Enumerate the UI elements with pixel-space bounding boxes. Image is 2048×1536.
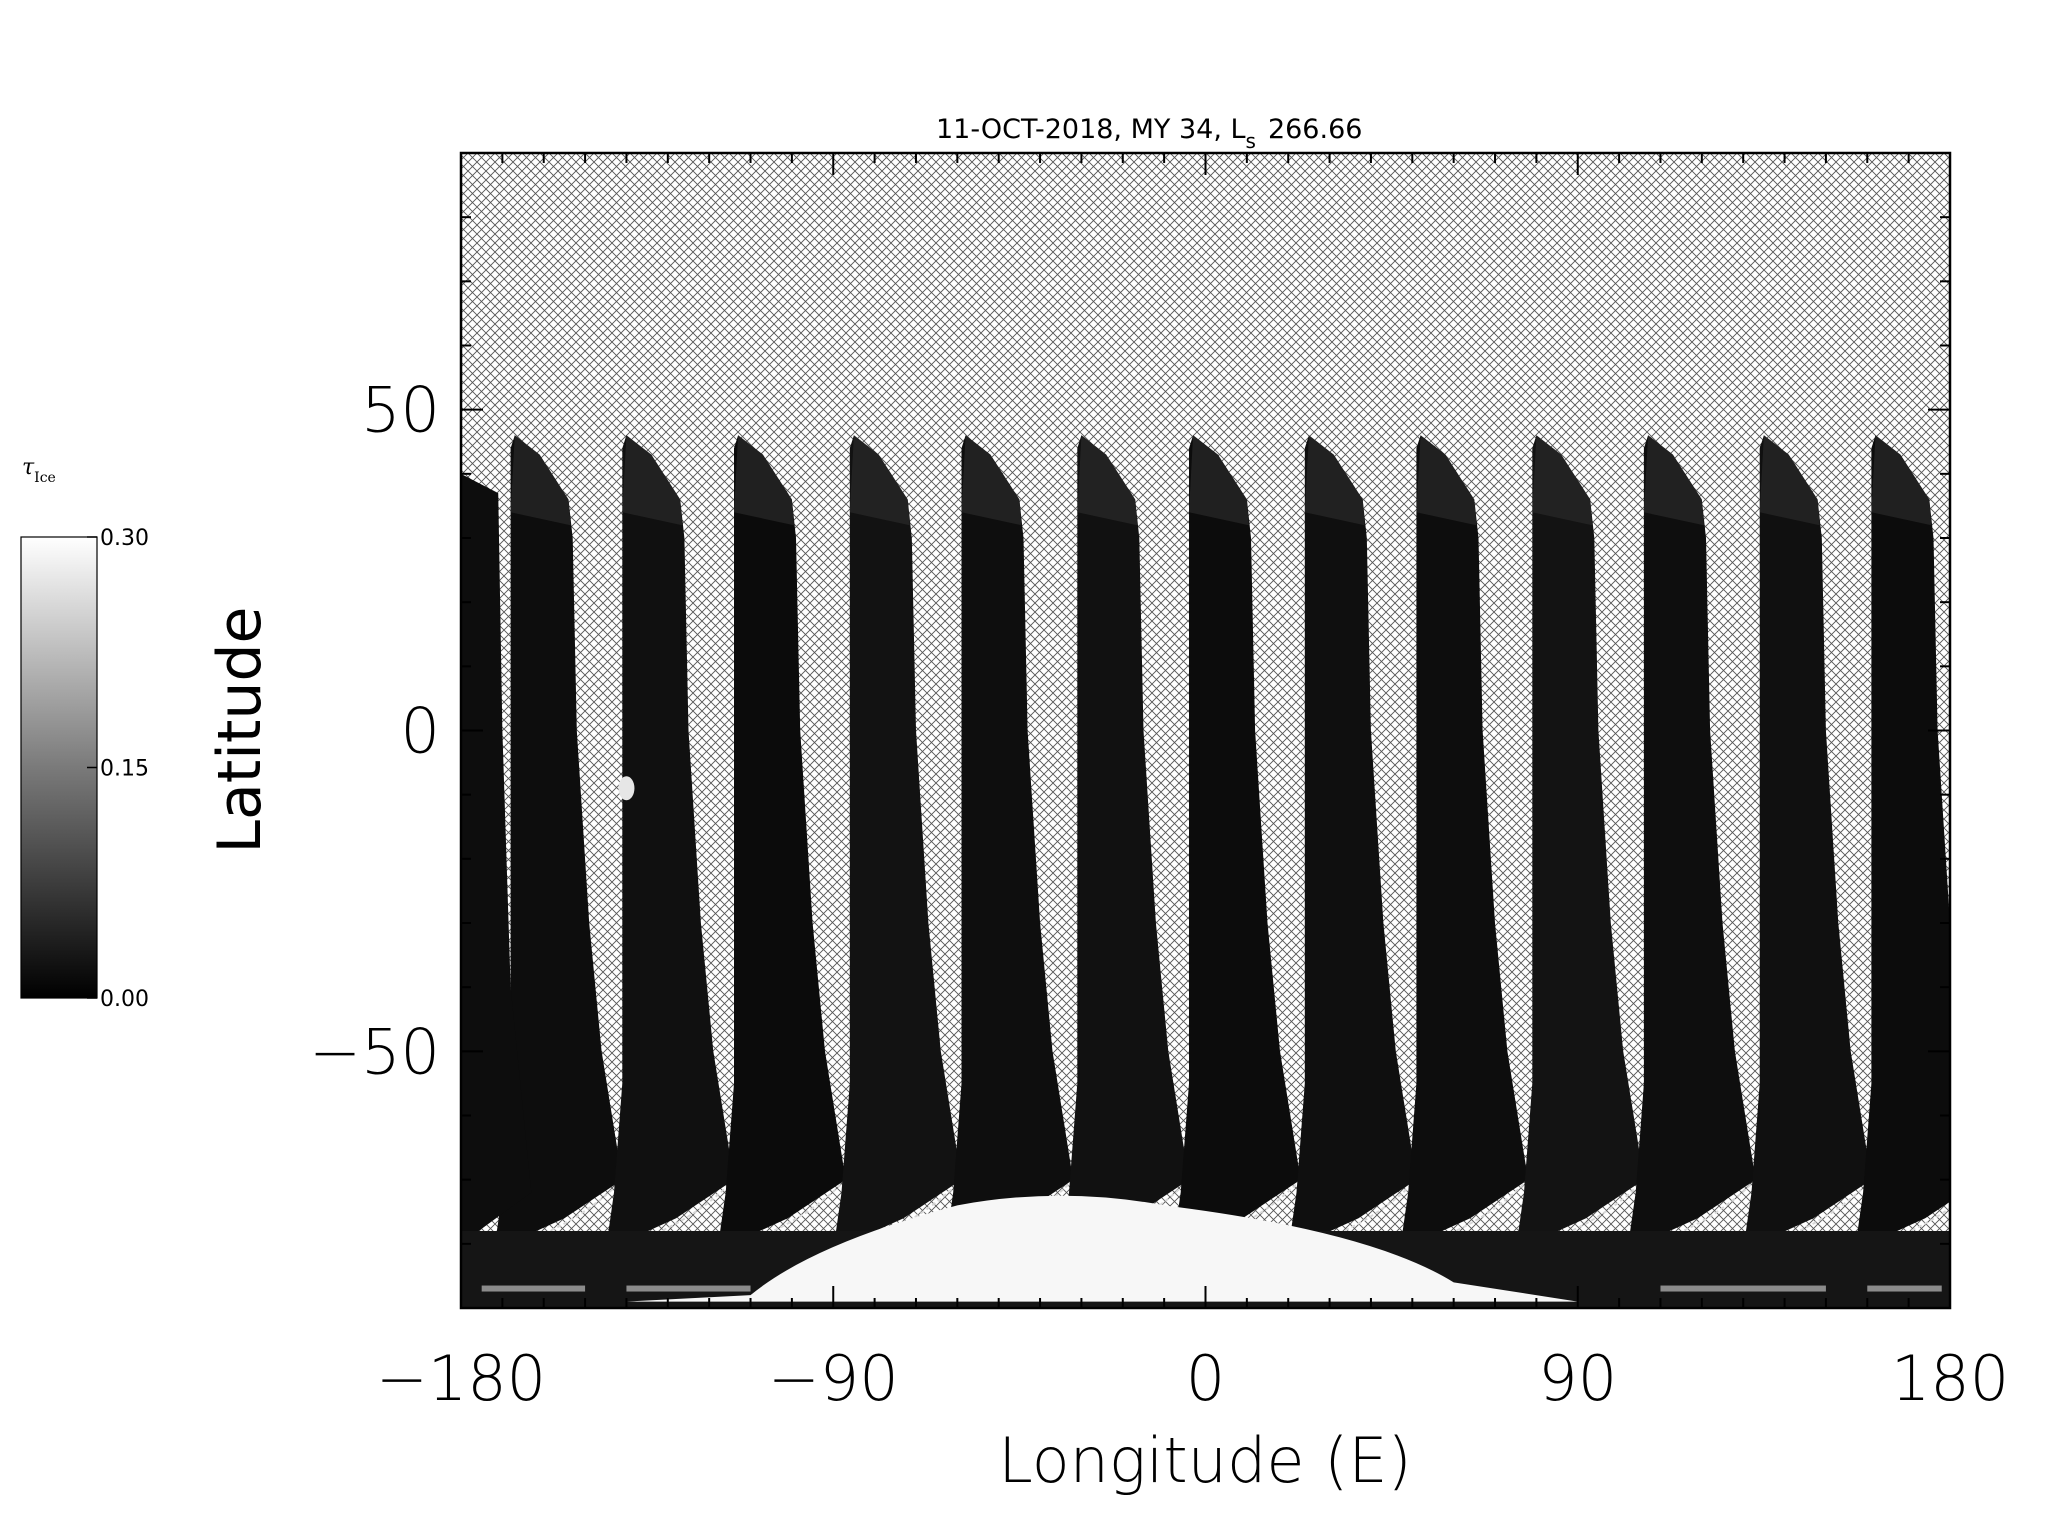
x-axis-ticks: −180 −90 0 90 180 xyxy=(376,153,2009,1415)
swath-cap xyxy=(1304,435,1365,526)
colorbar-ticks: 0.30 0.15 0.00 xyxy=(87,526,149,1012)
swath-cap xyxy=(1416,435,1477,526)
swath-group xyxy=(461,435,1950,1308)
swath xyxy=(1172,435,1301,1251)
x-tick-label: 180 xyxy=(1891,1342,2009,1415)
colorbar-gradient xyxy=(20,536,98,999)
y-tick-label: −50 xyxy=(309,1015,440,1088)
ice-streak xyxy=(626,1285,751,1292)
x-tick-label: 90 xyxy=(1538,1342,1617,1415)
colorbar-tick-label: 0.15 xyxy=(100,757,149,782)
x-axis-label: Longitude (E) xyxy=(998,1424,1411,1497)
swath xyxy=(1288,435,1417,1251)
swath-cap xyxy=(1871,435,1932,526)
swath xyxy=(833,435,962,1251)
swath-cap xyxy=(1532,435,1593,526)
plot-area xyxy=(461,153,1950,1308)
colorbar-symbol: τIce xyxy=(22,455,56,486)
x-tick-label: 0 xyxy=(1186,1342,1225,1415)
polar-cap-ice xyxy=(626,1195,1578,1302)
swath-cap xyxy=(1189,435,1249,526)
swath xyxy=(1854,435,1950,1251)
title-subscript: s xyxy=(1246,129,1256,153)
y-axis-label: Latitude xyxy=(205,607,275,854)
swath-cap xyxy=(1759,435,1820,526)
swath xyxy=(717,435,846,1251)
swath xyxy=(1515,435,1644,1251)
ice-streak xyxy=(1867,1285,1942,1292)
polar-cap-group xyxy=(481,776,1942,1302)
y-axis-ticks: −50 0 50 xyxy=(309,152,1950,1309)
y-tick-label: 0 xyxy=(401,695,440,768)
y-tick-label: 50 xyxy=(361,374,440,447)
swath xyxy=(1627,435,1756,1251)
swath xyxy=(494,435,623,1251)
swath xyxy=(1399,435,1529,1251)
map-title: 11-OCT-2018, MY 34, Ls 266.66 xyxy=(936,114,1362,153)
x-tick-label: −180 xyxy=(376,1342,546,1415)
ice-spot xyxy=(618,776,635,801)
swath xyxy=(1743,435,1872,1251)
swath-cap xyxy=(1643,435,1704,526)
swath xyxy=(1060,435,1189,1251)
swath-cap xyxy=(961,435,1022,526)
swath-cap xyxy=(1077,435,1138,526)
x-tick-label: −90 xyxy=(768,1342,899,1415)
swath-cap xyxy=(734,435,794,526)
swath-cap xyxy=(622,435,683,526)
colorbar-tick-label: 0.00 xyxy=(100,987,149,1012)
swath-cap xyxy=(510,435,571,526)
colorbar: τIce 0.30 0.15 0.00 xyxy=(20,455,149,1012)
swath-cap xyxy=(849,435,910,526)
colorbar-tick-label: 0.30 xyxy=(100,526,149,551)
swath xyxy=(605,435,734,1251)
ice-streak xyxy=(1660,1285,1826,1292)
ice-streak xyxy=(481,1285,586,1292)
swath xyxy=(944,435,1074,1251)
